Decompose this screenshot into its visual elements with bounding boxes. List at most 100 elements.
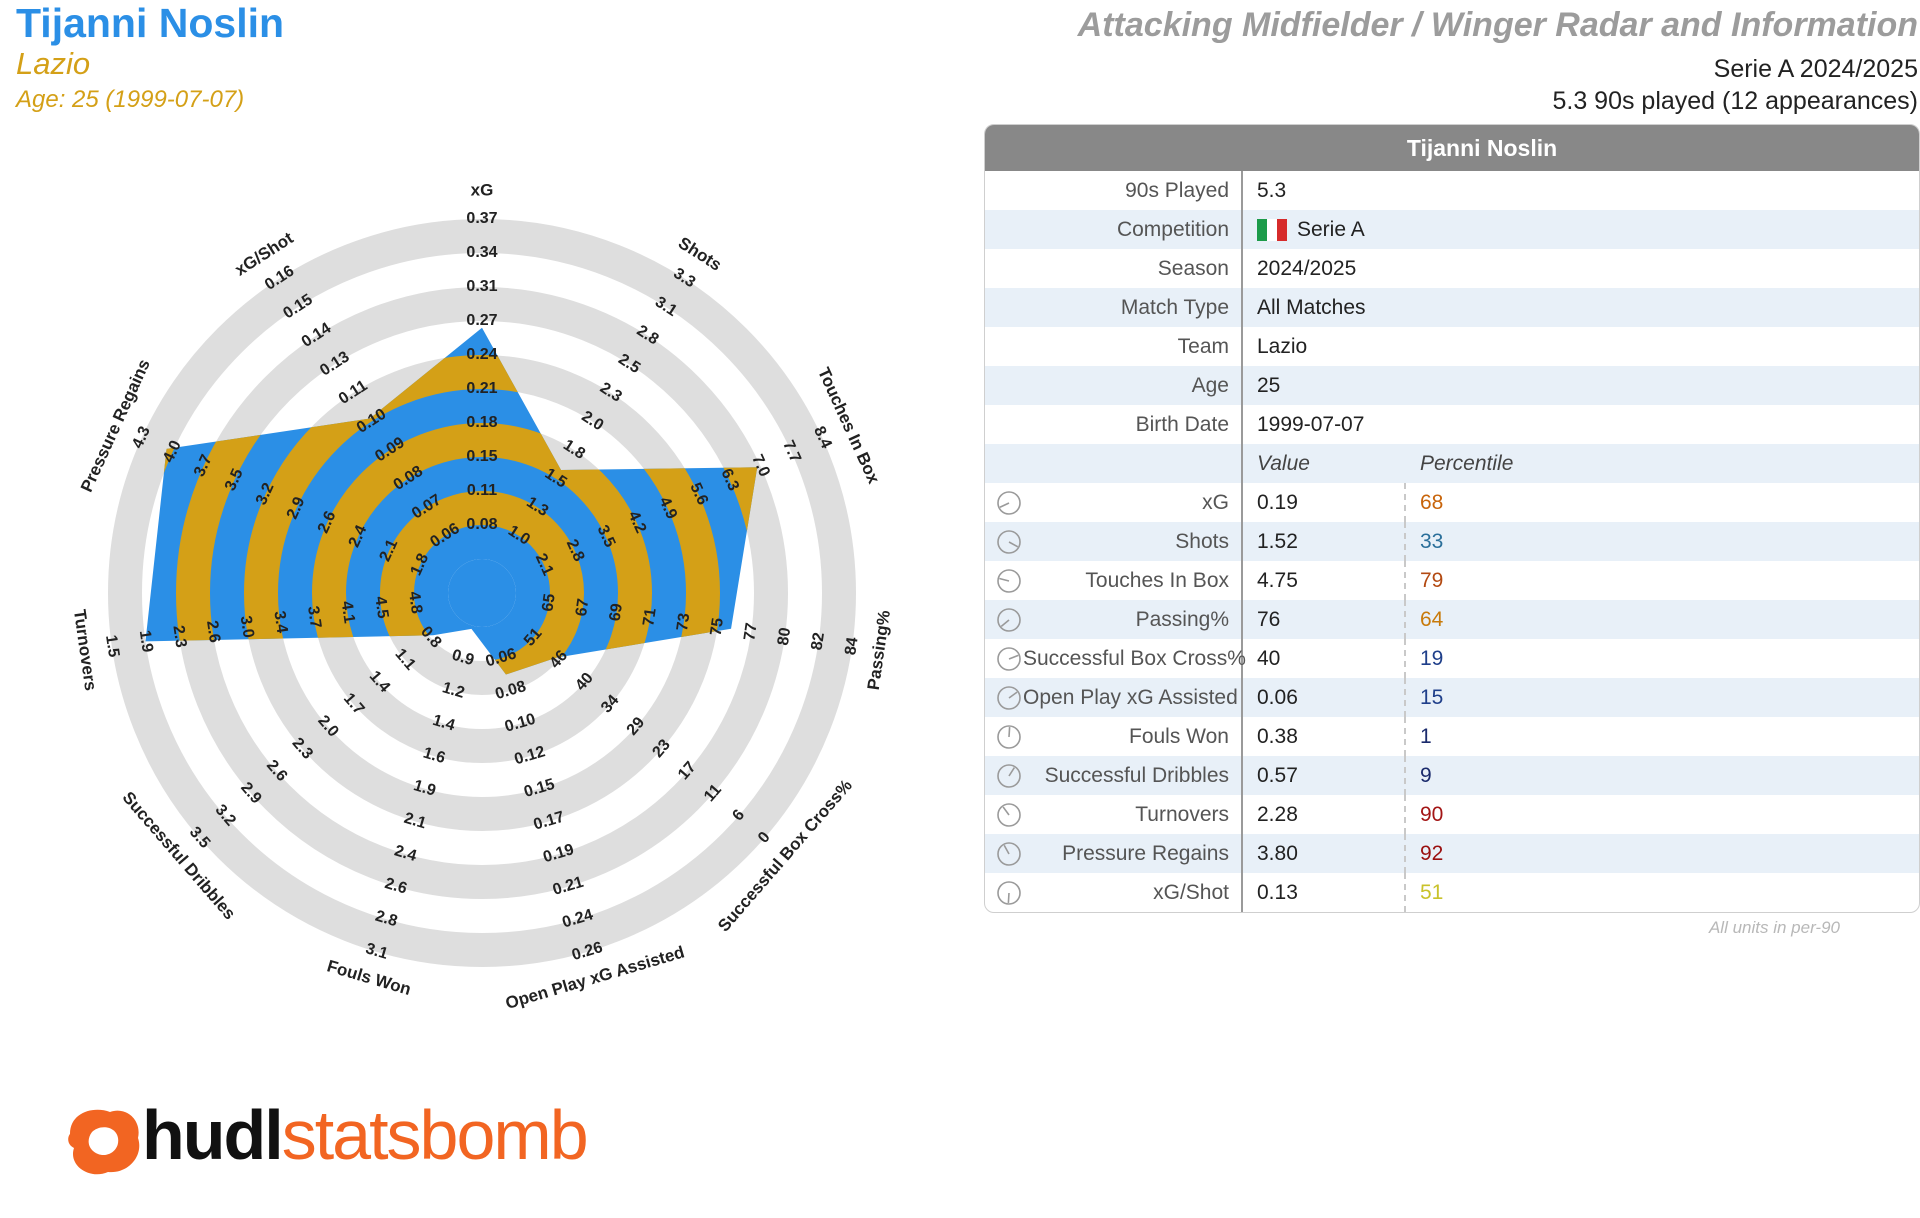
metric-label: Touches In Box bbox=[1023, 561, 1243, 600]
radar-tick-label: 0.34 bbox=[466, 244, 497, 261]
metric-value: 0.13 bbox=[1243, 873, 1406, 912]
metrics-header-spacer bbox=[985, 444, 1243, 483]
radar-tick-label: 3.1 bbox=[364, 940, 390, 963]
metric-value: 0.06 bbox=[1243, 678, 1406, 717]
radar-polygon-band bbox=[380, 491, 584, 675]
info-row: Age 25 bbox=[985, 366, 1919, 405]
gauge-icon bbox=[997, 841, 1021, 866]
info-row-label: Age bbox=[985, 366, 1243, 405]
info-row-value: 2024/2025 bbox=[1243, 249, 1356, 288]
metric-percentile: 9 bbox=[1420, 763, 1432, 787]
radar-tick-label: 2.1 bbox=[402, 810, 428, 833]
metric-value: 2.28 bbox=[1243, 795, 1406, 834]
metric-percentile: 15 bbox=[1420, 685, 1444, 709]
player-name: Tijanni Noslin bbox=[16, 0, 285, 46]
radar-ring bbox=[108, 219, 856, 967]
statsbomb-logo-text: hudlstatsbomb bbox=[142, 1090, 589, 1180]
metric-value: 3.80 bbox=[1243, 834, 1406, 873]
radar-tick-label: 84 bbox=[842, 636, 861, 656]
radar-tick-label: 0.9 bbox=[450, 647, 476, 670]
table-title: Tijanni Noslin bbox=[985, 125, 1919, 171]
metric-label: xG/Shot bbox=[1023, 873, 1243, 912]
metric-percentile: 33 bbox=[1420, 529, 1444, 553]
info-row-label: Competition bbox=[985, 210, 1243, 249]
radar-tick-label: 1.9 bbox=[136, 629, 156, 654]
metric-row: Successful Dribbles 0.57 9 bbox=[985, 756, 1919, 795]
metric-value: 0.38 bbox=[1243, 717, 1406, 756]
info-row: Competition Serie A bbox=[985, 210, 1919, 249]
gauge-icon bbox=[997, 763, 1021, 788]
metric-label: Passing% bbox=[1023, 600, 1243, 639]
info-row-value-text: All Matches bbox=[1257, 296, 1366, 319]
radar-tick-label: 1.5 bbox=[102, 634, 122, 659]
metric-row: Pressure Regains 3.80 92 bbox=[985, 834, 1919, 873]
radar-tick-label: 4.5 bbox=[371, 595, 391, 620]
radar-tick-label: 3.4 bbox=[270, 610, 290, 635]
italy-flag-icon bbox=[1257, 218, 1287, 241]
radar-tick-label: 2.4 bbox=[392, 842, 418, 865]
radar-tick-label: 0.08 bbox=[466, 516, 497, 533]
info-row-value-text: 5.3 bbox=[1257, 179, 1287, 202]
statsbomb-logo-icon bbox=[68, 1109, 140, 1175]
radar-tick-label: 1.6 bbox=[421, 745, 447, 768]
metric-label: Successful Dribbles bbox=[1023, 756, 1243, 795]
metrics-header-row: Value Percentile bbox=[985, 444, 1919, 483]
metric-row: Passing% 76 64 bbox=[985, 600, 1919, 639]
radar-axis-label: xG bbox=[471, 180, 494, 199]
gauge-icon bbox=[997, 568, 1021, 593]
gauge-icon bbox=[997, 685, 1021, 710]
metric-label: Pressure Regains bbox=[1023, 834, 1243, 873]
metric-label: xG bbox=[1023, 483, 1243, 522]
info-row-value: All Matches bbox=[1243, 288, 1366, 327]
radar-tick-label: 0.27 bbox=[466, 312, 497, 329]
radar-tick-label: 0.24 bbox=[466, 346, 497, 363]
radar-polygon-band bbox=[312, 423, 652, 675]
metric-percentile: 68 bbox=[1420, 490, 1444, 514]
info-row: Birth Date 1999-07-07 bbox=[985, 405, 1919, 444]
radar-tick-label: 73 bbox=[674, 612, 693, 632]
logo-text-statsbomb: statsbomb bbox=[281, 1096, 589, 1174]
radar-tick-label: 2.6 bbox=[203, 619, 223, 644]
metric-percentile: 19 bbox=[1420, 646, 1444, 670]
percentile-column-header: Percentile bbox=[1420, 451, 1514, 475]
gauge-icon bbox=[997, 802, 1021, 827]
radar-tick-label: 0.31 bbox=[466, 278, 497, 295]
radar-axis-label: Fouls Won bbox=[325, 956, 413, 999]
gauge-icon bbox=[997, 880, 1021, 905]
radar-tick-label: 4.8 bbox=[405, 590, 425, 615]
info-row-value: Lazio bbox=[1243, 327, 1307, 366]
radar-tick-label: 1.2 bbox=[440, 679, 466, 702]
metric-percentile: 79 bbox=[1420, 568, 1444, 592]
info-row: 90s Played 5.3 bbox=[985, 171, 1919, 210]
radar-tick-label: 69 bbox=[607, 602, 626, 622]
radar-tick-label: 65 bbox=[539, 593, 558, 613]
metric-value: 4.75 bbox=[1243, 561, 1406, 600]
radar-tick-label: 2.6 bbox=[383, 875, 409, 898]
competition-season: Serie A 2024/2025 bbox=[1713, 55, 1918, 83]
info-table: Tijanni Noslin 90s Played 5.3 Competition S… bbox=[984, 124, 1920, 913]
radar-center-fill bbox=[448, 559, 516, 627]
gauge-icon bbox=[997, 529, 1021, 554]
radar-polygon-bands bbox=[145, 327, 758, 675]
info-row-value: 5.3 bbox=[1243, 171, 1286, 210]
logo-text-hudl: hudl bbox=[142, 1096, 284, 1174]
units-note: All units in per-90 bbox=[1708, 918, 1840, 937]
radar-tick-label: 2.3 bbox=[169, 624, 189, 649]
info-rows: 90s Played 5.3 Competition Serie A Season 202… bbox=[985, 171, 1919, 444]
metric-row: xG 0.19 68 bbox=[985, 483, 1919, 522]
metric-value: 0.57 bbox=[1243, 756, 1406, 795]
radar-tick-label: 3.0 bbox=[237, 615, 257, 640]
info-row-value-text: Lazio bbox=[1257, 335, 1308, 358]
gauge-icon bbox=[997, 607, 1021, 632]
metric-row: Open Play xG Assisted 0.06 15 bbox=[985, 678, 1919, 717]
radar-tick-label: 77 bbox=[741, 622, 760, 642]
radar-axis-label: Passing% bbox=[864, 609, 894, 691]
gauge-icon bbox=[997, 490, 1021, 515]
radar-tick-label: 1.9 bbox=[412, 777, 438, 800]
info-row-value: Serie A bbox=[1243, 210, 1365, 249]
radar-tick-label: 0.18 bbox=[466, 414, 497, 431]
metric-label: Successful Box Cross% bbox=[1023, 639, 1246, 678]
radar-axis-label: Turnovers bbox=[70, 608, 100, 692]
metric-value: 40 bbox=[1243, 639, 1406, 678]
metric-label: Turnovers bbox=[1023, 795, 1243, 834]
